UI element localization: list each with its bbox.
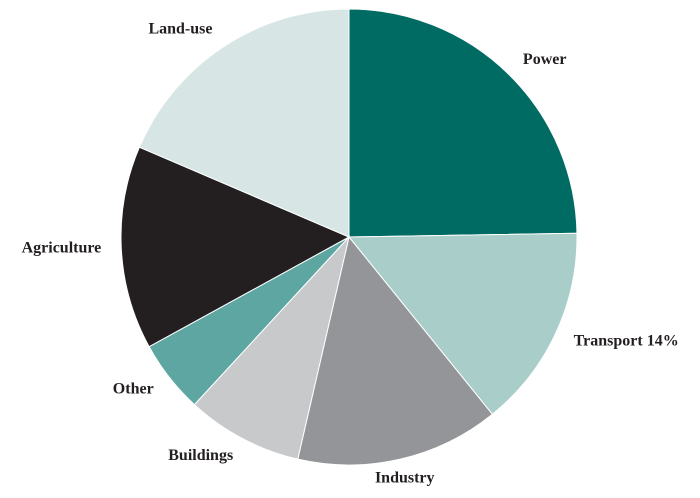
slice-label: Agriculture (22, 240, 102, 257)
slice-label: Transport 14% (574, 333, 679, 350)
pie-slice (297, 235, 494, 466)
slice-label: Buildings (168, 447, 233, 464)
pie-slice (138, 8, 350, 238)
slice-label: Other (113, 380, 154, 397)
pie-slice (348, 8, 578, 238)
slice-label: Land-use (148, 21, 212, 38)
slice-label: Industry (375, 469, 435, 486)
pie-slice (120, 146, 351, 348)
pie-slice (347, 232, 578, 415)
slice-label: Power (523, 51, 567, 68)
pie-slice (193, 235, 350, 460)
